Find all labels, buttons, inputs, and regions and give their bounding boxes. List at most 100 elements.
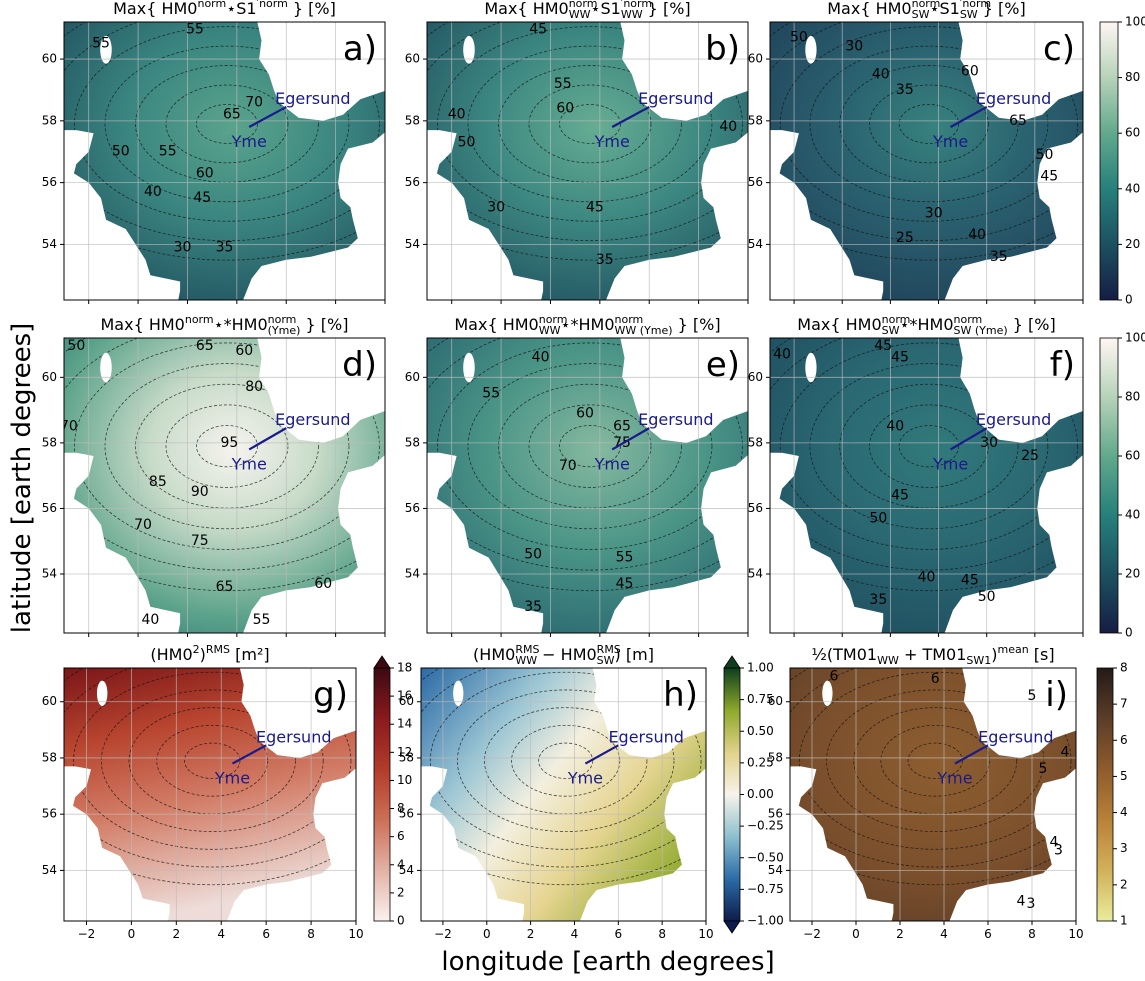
x-tick-label: 2 <box>896 927 904 941</box>
site-line <box>950 427 988 451</box>
title-part: norm <box>197 0 226 10</box>
site-line <box>248 105 287 128</box>
panel-title: Max{ HM0norm SW⋆*HM0norm SW (Yme) } [%] <box>797 313 1055 337</box>
x-tick-label: 8 <box>658 927 666 941</box>
contour-label: 30 <box>845 39 863 55</box>
y-tick-label: 60 <box>42 52 57 66</box>
title-part: norm <box>185 313 214 326</box>
panel-label: e) <box>706 345 740 385</box>
title-part: RMS <box>597 643 621 656</box>
contour-label: 65 <box>223 107 241 123</box>
contour-label: 3 <box>1054 843 1063 859</box>
site-label: Yme <box>594 454 630 473</box>
y-tick-label: 60 <box>405 52 420 66</box>
title-part: SW <box>912 8 930 21</box>
x-tick-label: −2 <box>434 927 452 941</box>
map-panel: Egersund Yme <box>64 668 356 921</box>
colorbar-tick-label: 3 <box>1120 841 1128 855</box>
contour-line <box>559 104 621 144</box>
site-label: Egersund <box>976 410 1051 429</box>
x-tick-label: −2 <box>78 927 96 941</box>
y-tick-label: 58 <box>748 435 763 449</box>
contour-label: 45 <box>1040 168 1058 184</box>
contour-label: 40 <box>532 350 550 366</box>
panel-frame <box>420 667 707 922</box>
title-part: WW <box>621 8 643 21</box>
contour-label: 4 <box>1061 744 1070 760</box>
y-tick-label: 54 <box>42 567 57 581</box>
contour-label: 65 <box>1009 113 1027 129</box>
contour-line <box>64 22 385 261</box>
x-tick-label: 4 <box>940 927 948 941</box>
contour-line <box>898 425 960 468</box>
y-tick-label: 60 <box>748 52 763 66</box>
contour-line <box>74 26 380 222</box>
panel-title: ½(TM01WW + TM01SW1)mean [s] <box>811 643 1054 667</box>
contour-label: 3 <box>1026 896 1035 912</box>
title-part: WW <box>569 8 591 21</box>
contour-line <box>100 689 324 833</box>
contour-label: 30 <box>925 206 943 222</box>
title-part: Max{ HM0 <box>797 315 881 334</box>
contour-label: 40 <box>719 119 737 135</box>
contour-line <box>869 404 989 488</box>
x-tick-label: 10 <box>1068 927 1083 941</box>
site-line <box>584 744 619 765</box>
x-tick-label: 10 <box>348 927 363 941</box>
y-tick-label: 54 <box>42 863 57 877</box>
contour-label: 45 <box>961 573 979 589</box>
contour-label: 55 <box>554 76 572 92</box>
contour-line <box>184 742 241 779</box>
field <box>770 338 1083 633</box>
colorbar <box>1099 337 1119 634</box>
y-tick-label: 54 <box>42 237 57 251</box>
contour-label: 35 <box>216 239 234 255</box>
contour-label: 40 <box>142 612 160 628</box>
contour-label: 45 <box>874 338 892 354</box>
contour-line <box>427 22 748 261</box>
colorbar-tick-label: 80 <box>1125 390 1140 404</box>
panel-frame <box>63 667 357 922</box>
y-tick-label: 54 <box>399 863 414 877</box>
y-tick-label: 54 <box>405 237 420 251</box>
contour-label: 30 <box>174 239 192 255</box>
colorbar-tick-label: 5 <box>1120 769 1128 783</box>
contour-line <box>559 425 621 468</box>
colorbar-tick-label: 4 <box>397 857 405 871</box>
title-part: } [%] <box>300 315 348 334</box>
contour-label: 50 <box>112 144 130 160</box>
colorbar-tick-label: 0.75 <box>747 692 774 706</box>
contour-line <box>528 84 652 164</box>
contour-label: 40 <box>968 227 986 243</box>
contour-line <box>64 668 356 868</box>
contour-line <box>880 724 990 797</box>
panel-label: d) <box>342 345 377 385</box>
contour-line <box>196 425 258 468</box>
contour-label: 5 <box>1039 761 1048 777</box>
title-part: norm <box>954 313 983 326</box>
y-tick-label: 56 <box>748 501 763 515</box>
contour-label: 55 <box>159 144 177 160</box>
colorbar-tick-label: −1.00 <box>747 914 784 928</box>
contour-label: 55 <box>186 22 204 38</box>
title-part: Max{ HM0 <box>484 0 568 18</box>
title-part: WW <box>515 654 537 667</box>
island <box>453 680 464 706</box>
contour-label: 45 <box>193 190 211 206</box>
colorbar-tick-label: 100 <box>1125 331 1145 345</box>
panel-title: Max{ HM0norm⋆*HM0norm (Yme) } [%] <box>101 313 349 337</box>
y-tick-label: 56 <box>768 807 783 821</box>
contour-label: 45 <box>891 350 909 366</box>
x-tick-label: 2 <box>527 927 535 941</box>
title-part: norm <box>615 313 644 326</box>
contour-label: 55 <box>616 550 634 566</box>
title-part: Max{ HM0 <box>113 0 197 18</box>
title-part: − HM0 <box>537 645 597 664</box>
sea-field <box>64 668 356 921</box>
title-part: Max{ HM0 <box>101 315 185 334</box>
contour-label: 35 <box>596 252 614 268</box>
contour-label: 70 <box>559 458 577 474</box>
title-part: norm <box>912 0 941 10</box>
y-tick-label: 56 <box>405 175 420 189</box>
y-tick-label: 58 <box>42 750 57 764</box>
